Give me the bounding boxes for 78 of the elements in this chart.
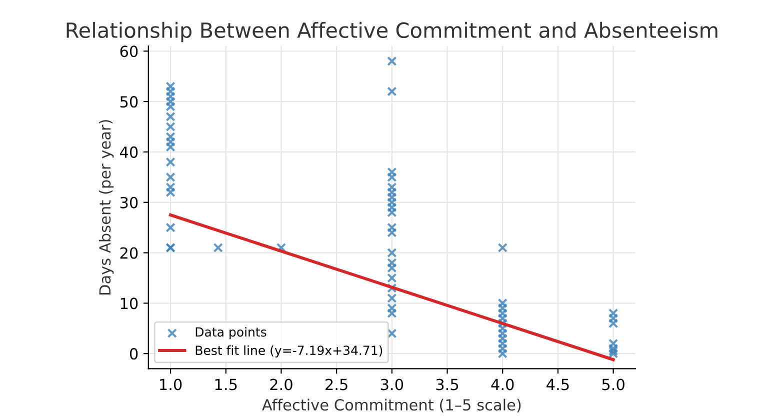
point	[387, 56, 397, 66]
y-tick-label: 40	[120, 146, 138, 158]
point	[608, 346, 618, 356]
point	[166, 182, 176, 192]
point	[498, 303, 508, 314]
point	[166, 92, 176, 102]
point	[166, 157, 176, 167]
point	[498, 318, 508, 328]
x-tick-label: 3.0	[380, 378, 404, 390]
point	[387, 187, 397, 198]
point	[608, 318, 618, 328]
point	[498, 344, 508, 354]
y-tick-label: 60	[120, 46, 138, 58]
x-tick-label: 3.5	[436, 378, 458, 390]
point	[166, 142, 176, 152]
point	[498, 348, 508, 358]
point	[387, 192, 397, 202]
x-tick-label: 5.0	[602, 378, 624, 390]
point	[387, 172, 397, 182]
point	[498, 338, 508, 348]
x-tick-label: 4.0	[491, 378, 514, 390]
x-tick-label: 1.5	[215, 378, 237, 390]
point	[387, 263, 397, 273]
y-tick-label: 50	[120, 96, 138, 108]
x-tick-label: 1.0	[160, 378, 182, 390]
x-tick-label: 4.5	[546, 378, 569, 390]
point	[387, 273, 397, 283]
point	[387, 248, 397, 258]
point	[387, 208, 397, 218]
point	[498, 298, 508, 308]
point	[608, 338, 618, 348]
point	[498, 334, 508, 344]
y-tick-label: 10	[120, 298, 138, 310]
point	[498, 324, 508, 334]
point	[498, 313, 508, 324]
legend-label: Best fit line (y=-7.19x+34.71)	[196, 345, 382, 358]
point	[166, 172, 176, 182]
point	[608, 344, 618, 354]
point	[166, 102, 176, 112]
y-tick-label: 20	[120, 247, 138, 259]
point	[498, 242, 508, 253]
point	[387, 308, 397, 318]
point	[166, 86, 176, 96]
point	[387, 293, 397, 303]
point	[166, 137, 176, 147]
point	[166, 222, 176, 232]
point	[498, 328, 508, 338]
point	[608, 348, 618, 358]
point	[166, 96, 176, 106]
x-axis-title: Affective Commitment (1–5 scale)	[262, 398, 521, 412]
point	[166, 112, 176, 122]
point	[387, 228, 397, 238]
point	[166, 132, 176, 142]
point	[387, 167, 397, 177]
point	[387, 222, 397, 232]
chart-title: Relationship Between Affective Commitment and Absenteeism	[66, 22, 718, 42]
point	[387, 283, 397, 293]
point	[387, 258, 397, 268]
point	[276, 242, 286, 253]
point	[166, 82, 176, 92]
point	[608, 313, 618, 324]
y-axis-title: Days Absent (per year)	[98, 120, 114, 295]
point	[387, 328, 397, 338]
point	[608, 308, 618, 318]
y-tick-label: 30	[120, 196, 138, 208]
point	[166, 187, 176, 198]
point	[387, 303, 397, 314]
x-tick-label: 2.0	[270, 378, 292, 390]
point	[387, 202, 397, 212]
point	[387, 198, 397, 208]
point	[387, 182, 397, 192]
point	[498, 308, 508, 318]
x-tick-label: 2.5	[326, 378, 348, 390]
legend-label: Data points	[196, 327, 266, 340]
y-tick-label: 0	[130, 348, 138, 360]
point	[213, 242, 223, 253]
point	[166, 122, 176, 132]
point	[387, 86, 397, 96]
